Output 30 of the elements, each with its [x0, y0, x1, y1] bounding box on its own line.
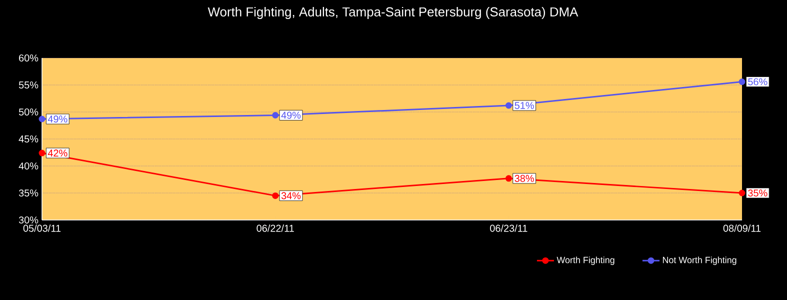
point	[38, 116, 46, 122]
point	[505, 175, 512, 182]
x-tick-label: 05/03/11	[23, 224, 61, 232]
data-label: 49%	[48, 115, 68, 123]
y-tick-label: 60%	[19, 54, 38, 62]
y-tick-label: 40%	[18, 162, 38, 170]
point	[738, 190, 746, 196]
point	[38, 150, 46, 156]
y-tick-label: 50%	[18, 108, 38, 116]
data-label: 49%	[281, 112, 301, 119]
x-tick-label: 08/09/11	[723, 224, 761, 232]
data-label: 34%	[281, 192, 301, 200]
y-tick-label: 35%	[18, 189, 38, 197]
data-label: 38%	[514, 174, 534, 182]
point	[272, 112, 279, 118]
data-label: 51%	[514, 102, 534, 110]
y-tick-label: 30%	[18, 216, 38, 224]
x-tick-label: 06/22/11	[256, 224, 294, 232]
y-tick-label: 45%	[18, 135, 38, 142]
legend-label: Worth Fighting	[556, 256, 614, 265]
data-label: 56%	[748, 78, 768, 86]
legend-label: Not Worth Fighting	[662, 256, 736, 265]
x-tick-label: 06/23/11	[490, 224, 528, 232]
y-tick-label: 55%	[18, 81, 38, 88]
point	[738, 78, 746, 85]
data-label: 35%	[748, 189, 768, 197]
point	[505, 102, 512, 109]
point	[272, 192, 279, 199]
chart-title: Worth Fighting, Adults, Tampa-Saint Petersburg (Sarasota) DMA	[208, 6, 578, 20]
data-label: 42%	[48, 150, 68, 157]
